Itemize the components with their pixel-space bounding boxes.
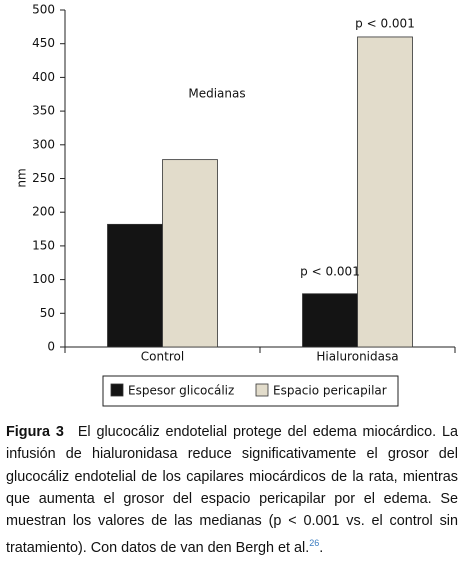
y-tick-label: 200 xyxy=(32,205,55,219)
y-tick-label: 500 xyxy=(32,3,55,17)
bar xyxy=(107,223,163,348)
bar xyxy=(162,159,218,348)
legend-swatch xyxy=(110,383,124,397)
legend-swatch xyxy=(255,383,269,397)
annotation: Medianas xyxy=(188,87,245,101)
legend-label: Espesor glicocáliz xyxy=(128,384,234,398)
caption-label: Figura 3 xyxy=(6,424,64,440)
y-tick-label: 350 xyxy=(32,104,55,118)
y-tick-label: 250 xyxy=(32,171,55,185)
y-tick-label: 50 xyxy=(40,306,55,320)
figure-caption: Figura 3 El glucocáliz endotelial protege… xyxy=(6,421,458,560)
annotation: p < 0.001 xyxy=(355,16,415,30)
y-tick-label: 150 xyxy=(32,238,55,252)
legend-label: Espacio pericapilar xyxy=(273,384,387,398)
y-axis-label: nm xyxy=(15,168,29,187)
y-tick-label: 400 xyxy=(32,70,55,84)
caption-end: . xyxy=(319,540,324,557)
bar xyxy=(302,293,358,348)
chart: nm 0 50 100 150 200 250 300 350 400 450 500 Control… xyxy=(15,3,456,407)
annotation: p < 0.001 xyxy=(300,264,360,278)
caption-text: El glucocáliz endotelial protege del ede… xyxy=(6,424,458,557)
x-tick-label: Hialuronidasa xyxy=(316,350,398,364)
legend-box xyxy=(102,375,399,407)
y-tick-label: 100 xyxy=(32,272,55,286)
y-tick-label: 300 xyxy=(32,137,55,151)
y-tick-label: 0 xyxy=(47,340,55,354)
y-tick-label: 450 xyxy=(32,36,55,50)
caption-reference: 26 xyxy=(309,538,320,549)
x-tick-label: Control xyxy=(141,350,184,364)
bar xyxy=(357,36,413,348)
